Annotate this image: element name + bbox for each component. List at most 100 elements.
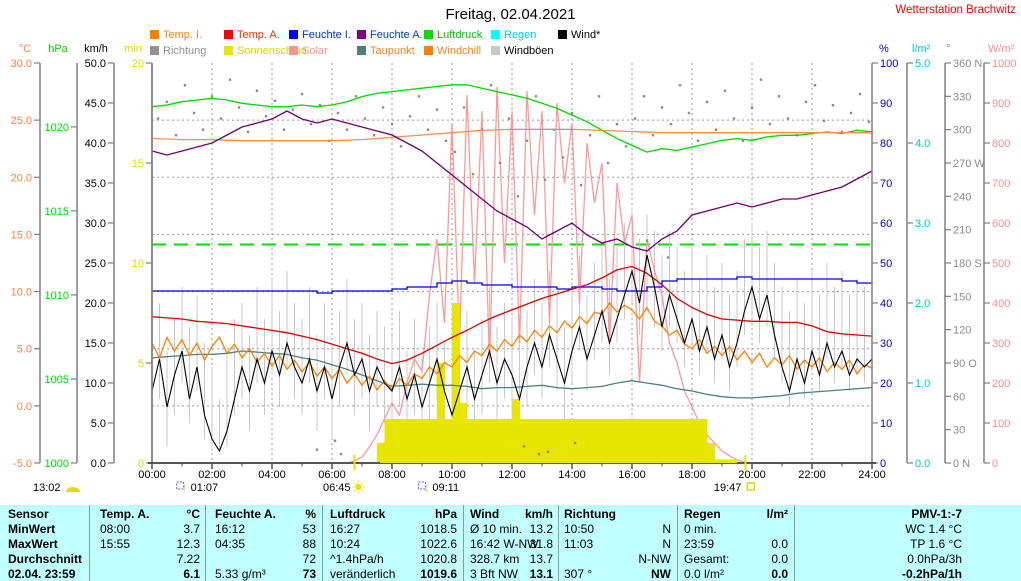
svg-text:60: 60 bbox=[880, 218, 892, 230]
axis-label-deg: ° bbox=[946, 43, 950, 55]
svg-text:0.0: 0.0 bbox=[915, 458, 930, 470]
svg-text:10.0: 10.0 bbox=[85, 378, 106, 390]
svg-text:70: 70 bbox=[880, 178, 892, 190]
table-cell: 0 min. bbox=[684, 522, 717, 536]
svg-text:180 S: 180 S bbox=[953, 258, 982, 270]
svg-text:1.0: 1.0 bbox=[915, 378, 930, 390]
table-cell-value: km/h bbox=[524, 507, 553, 521]
table-cell: Richtung bbox=[564, 507, 616, 521]
moonset-time: 09:11 bbox=[432, 482, 459, 494]
time-tick-label: 16:00 bbox=[618, 469, 646, 481]
time-tick-label: 20:00 bbox=[738, 469, 766, 481]
table-cell: 23:59 bbox=[684, 537, 715, 551]
table-cell: 11:03 bbox=[564, 537, 594, 551]
table-cell: 328.7 km bbox=[470, 552, 520, 566]
svg-text:45.0: 45.0 bbox=[85, 98, 106, 110]
svg-text:50.0: 50.0 bbox=[85, 58, 106, 70]
svg-text:30: 30 bbox=[880, 338, 892, 350]
svg-text:20: 20 bbox=[880, 378, 892, 390]
stats-table: Sensor Temp. A. °C Feuchte A.% Luftdruck hPa W… bbox=[0, 505, 1021, 581]
time-tick-label: 22:00 bbox=[798, 469, 826, 481]
series-temp-i bbox=[151, 128, 872, 142]
solar-swatch-icon bbox=[289, 46, 298, 55]
svg-text:15: 15 bbox=[132, 158, 144, 170]
moonrise-icon bbox=[176, 481, 185, 490]
table-cell-value: 1019.6 bbox=[420, 567, 457, 581]
regen-swatch-icon bbox=[491, 30, 500, 39]
table-divider bbox=[794, 505, 795, 581]
table-cell-value: 72 bbox=[302, 552, 316, 566]
time-tick-label: 24:00 bbox=[858, 469, 886, 481]
time-tick-label: 02:00 bbox=[198, 469, 226, 481]
table-cell: ^1.4hPa/h bbox=[330, 552, 384, 566]
svg-text:210: 210 bbox=[953, 225, 971, 237]
table-divider bbox=[463, 505, 464, 581]
svg-text:60: 60 bbox=[953, 391, 965, 403]
legend-item-windboeen: Windböen bbox=[491, 45, 554, 57]
sunset-icon bbox=[746, 482, 756, 491]
svg-text:20: 20 bbox=[132, 58, 144, 70]
axis-label-wm2: W/m² bbox=[988, 43, 1015, 55]
windboeen-swatch-icon bbox=[491, 46, 500, 55]
axis-label-min: min bbox=[124, 43, 142, 55]
table-cell: 08:00 bbox=[100, 522, 131, 536]
svg-text:5.0: 5.0 bbox=[91, 418, 106, 430]
svg-text:1000: 1000 bbox=[992, 58, 1016, 70]
legend-label: Feuchte A. bbox=[370, 29, 423, 41]
svg-text:25.0: 25.0 bbox=[85, 258, 106, 270]
table-cell: 15:55 bbox=[100, 537, 131, 551]
svg-text:20.0: 20.0 bbox=[85, 298, 106, 310]
table-cell: Wind bbox=[470, 507, 500, 521]
legend-label: Wind* bbox=[571, 29, 601, 41]
table-divider bbox=[205, 505, 206, 581]
svg-text:120: 120 bbox=[953, 325, 971, 337]
table-cell: 3 Bft NW bbox=[470, 567, 519, 581]
svg-text:50: 50 bbox=[880, 258, 892, 270]
series-richtung bbox=[156, 78, 871, 456]
time-tick-label: 06:00 bbox=[318, 469, 346, 481]
svg-text:0.0: 0.0 bbox=[91, 458, 106, 470]
table-divider bbox=[558, 505, 559, 581]
time-tick-label: 00:00 bbox=[138, 469, 166, 481]
table-cell-value: 0.0 bbox=[771, 552, 788, 566]
svg-text:900: 900 bbox=[992, 98, 1010, 110]
svg-text:80: 80 bbox=[880, 138, 892, 150]
svg-text:0.0: 0.0 bbox=[17, 401, 32, 413]
svg-text:1000: 1000 bbox=[45, 458, 69, 470]
luftdruck-swatch-icon bbox=[424, 30, 433, 39]
legend-label: Temp. I. bbox=[163, 29, 203, 41]
legend-label: Richtung bbox=[163, 45, 207, 57]
legend-label: Regen bbox=[504, 29, 537, 41]
legend-label: Temp. A. bbox=[237, 29, 280, 41]
sun-moon-markers: 13:02 ↑ 01:07 06:45 ↓ 09:11 19:47 bbox=[33, 455, 756, 494]
time-tick-label: 08:00 bbox=[378, 469, 406, 481]
legend-item-regen: Regen bbox=[491, 29, 536, 41]
axis-label-pct: % bbox=[879, 43, 889, 55]
svg-text:30.0: 30.0 bbox=[11, 58, 32, 70]
table-divider bbox=[89, 505, 90, 581]
feuchte-a-swatch-icon bbox=[357, 30, 366, 39]
taupunkt-swatch-icon bbox=[357, 46, 366, 55]
table-row-label: Durchschnitt bbox=[8, 552, 83, 566]
table-cell-value: 53 bbox=[302, 522, 316, 536]
table-cell-value: 6.1 bbox=[183, 567, 200, 581]
svg-text:360 N: 360 N bbox=[953, 58, 982, 70]
svg-text:30.0: 30.0 bbox=[85, 218, 106, 230]
svg-text:40: 40 bbox=[880, 298, 892, 310]
sunrise-time: 06:45 bbox=[323, 482, 351, 494]
sunset-time: 19:47 bbox=[714, 482, 742, 494]
svg-text:800: 800 bbox=[992, 138, 1010, 150]
time-tick-label: 04:00 bbox=[258, 469, 286, 481]
sun-strip bbox=[380, 459, 737, 463]
table-cell-value: 1020.8 bbox=[420, 552, 457, 566]
table-cell-value: % bbox=[305, 507, 316, 521]
table-row-label: MaxWert bbox=[8, 537, 58, 551]
svg-text:20.0: 20.0 bbox=[11, 172, 32, 184]
table-cell: Temp. A. bbox=[100, 507, 150, 521]
table-cell-value: WC 1.4 °C bbox=[905, 522, 962, 536]
svg-text:35.0: 35.0 bbox=[85, 178, 106, 190]
axis-label-hPa: hPa bbox=[48, 43, 68, 55]
table-cell: 16:12 bbox=[215, 522, 246, 536]
series-feuchte-i bbox=[152, 276, 872, 294]
table-divider bbox=[322, 505, 323, 581]
